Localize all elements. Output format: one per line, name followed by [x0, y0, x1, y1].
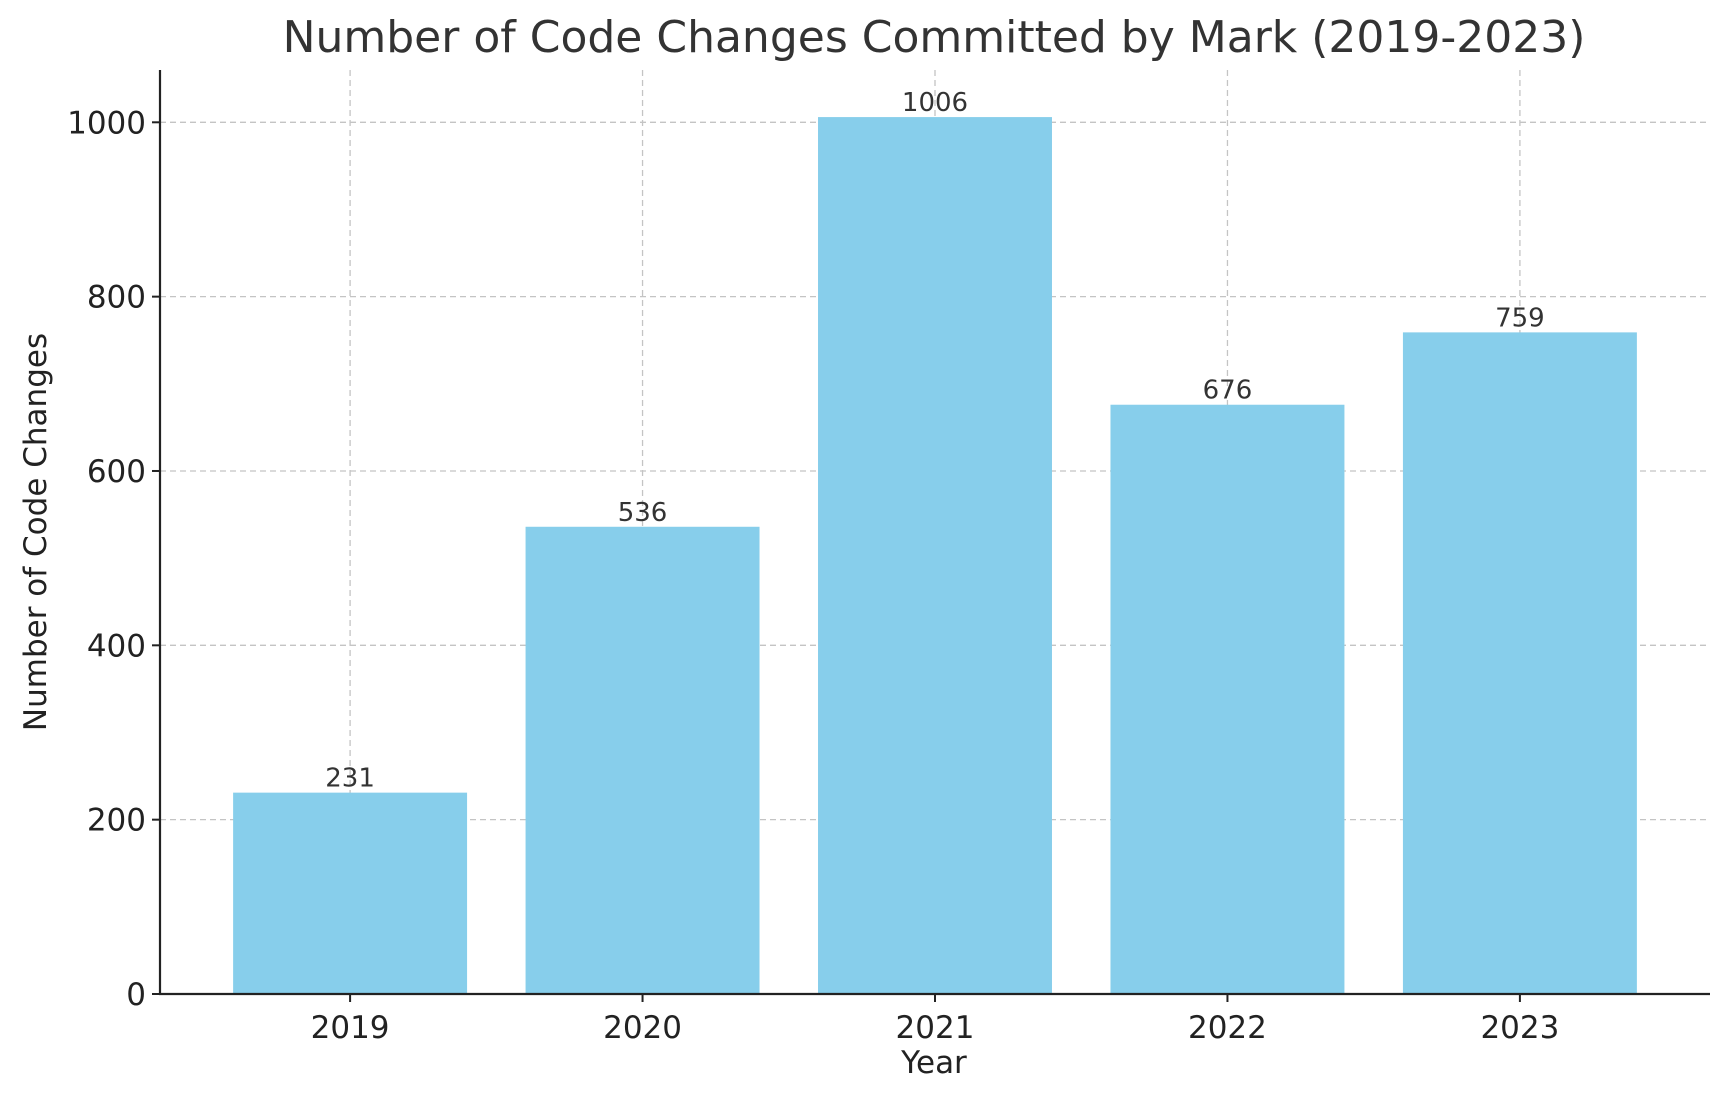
y-tick-label: 600 [87, 454, 146, 490]
bars-layer [233, 117, 1637, 995]
bar-2022 [1110, 404, 1345, 995]
data-label-2021: 1006 [902, 88, 968, 118]
bar-2023 [1402, 332, 1637, 995]
x-tick-label-2020: 2020 [603, 1010, 682, 1046]
labels-layer: 0 200 400 600 800 1000 231 2019 536 2020 1006 2021 6… [67, 88, 1559, 1046]
y-tick-label: 200 [87, 803, 146, 839]
x-tick-label-2021: 2021 [896, 1010, 975, 1046]
data-label-2022: 676 [1203, 376, 1253, 406]
x-tick-label-2019: 2019 [311, 1010, 390, 1046]
axes-layer [152, 70, 1710, 1002]
y-tick-label: 800 [87, 280, 146, 316]
bar-2020 [525, 526, 760, 994]
y-axis-label: Number of Code Changes [18, 333, 54, 731]
x-axis-label: Year [900, 1045, 967, 1081]
data-label-2019: 231 [325, 764, 375, 794]
data-label-2020: 536 [618, 498, 668, 528]
chart-title: Number of Code Changes Committed by Mark… [283, 12, 1586, 63]
x-tick-label-2023: 2023 [1480, 1010, 1559, 1046]
y-tick-label: 400 [87, 628, 146, 664]
data-label-2023: 759 [1495, 303, 1545, 333]
y-tick-label: 0 [126, 977, 146, 1013]
bar-2021 [818, 117, 1052, 994]
bar-2019 [233, 792, 468, 994]
y-tick-label: 1000 [67, 105, 146, 141]
x-tick-label-2022: 2022 [1188, 1010, 1267, 1046]
